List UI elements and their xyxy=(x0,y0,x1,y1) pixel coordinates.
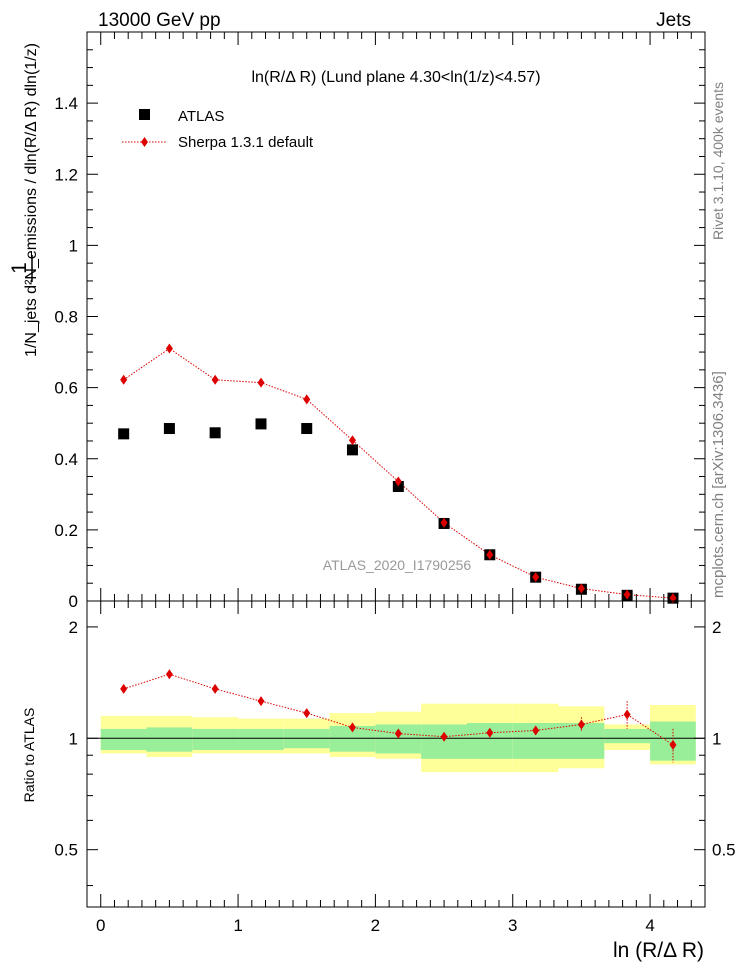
sherpa-point xyxy=(486,549,494,560)
sherpa-point xyxy=(394,476,402,487)
ratio-green-band xyxy=(192,728,239,750)
main-panel: 0 0.2 0.4 0.6 0.8 1 1.2 1.4 xyxy=(54,31,706,611)
analysis-label: ATLAS_2020_I1790256 xyxy=(323,557,472,573)
atlas-point xyxy=(346,444,358,456)
ratio-panel-bands xyxy=(87,703,705,773)
atlas-point xyxy=(118,428,130,440)
y-tick-label: 0.2 xyxy=(54,521,78,540)
ratio-panel: 0 1 2 3 4 0.5 0.5 1 1 2 2 xyxy=(54,600,736,935)
legend-atlas-marker xyxy=(139,109,150,120)
legend-atlas-label: ATLAS xyxy=(178,108,224,125)
x-tick-label: 4 xyxy=(645,916,654,935)
main-panel-data xyxy=(118,343,679,604)
ratio-green-band xyxy=(100,728,147,750)
x-tick-label: 0 xyxy=(96,916,105,935)
ratio-sherpa-point xyxy=(623,709,631,720)
ratio-sherpa-point xyxy=(532,725,540,736)
legend-sherpa-label: Sherpa 1.3.1 default xyxy=(178,134,314,151)
sherpa-point xyxy=(120,374,128,385)
y-tick-label: 1.2 xyxy=(54,165,78,184)
y-axis-title-text: 1/N_jets d²N_emissions / dln(R/Δ R) dln(… xyxy=(23,43,40,357)
y-tick-label: 0 xyxy=(69,592,78,611)
y-axis-title-numerator-one: 1 xyxy=(8,262,31,274)
ratio-y-tick-label-right: 2 xyxy=(712,618,721,637)
mcplots-label: mcplots.cern.ch [arXiv:1306.3436] xyxy=(710,371,727,598)
rivet-version-label: Rivet 3.1.10, 400k events xyxy=(710,82,726,240)
atlas-point xyxy=(255,418,267,430)
y-tick-label: 0.4 xyxy=(54,450,78,469)
ratio-sherpa-point xyxy=(120,683,128,694)
y-tick-label: 1.4 xyxy=(54,94,78,113)
x-tick-label: 3 xyxy=(508,916,517,935)
ratio-sherpa-point xyxy=(165,669,173,680)
y-tick-label: 0.6 xyxy=(54,379,78,398)
legend-sherpa-marker xyxy=(141,137,148,147)
atlas-point xyxy=(301,423,313,435)
x-tick-label: 1 xyxy=(233,916,242,935)
y-tick-label: 0.8 xyxy=(54,308,78,327)
ratio-y-tick-label-right: 1 xyxy=(712,729,721,748)
sherpa-point xyxy=(577,583,585,594)
ratio-sherpa-point xyxy=(394,728,402,739)
ratio-green-band xyxy=(604,728,651,744)
ratio-green-band xyxy=(238,728,284,750)
sherpa-point xyxy=(348,435,356,446)
atlas-point xyxy=(163,423,175,435)
y-axis-title: 1 1/N_jets d²N_emissions / dln(R/Δ R) dl… xyxy=(8,43,40,357)
ratio-y-axis-title: Ratio to ATLAS xyxy=(21,708,37,803)
ratio-panel-frame xyxy=(86,600,706,908)
x-axis-title: ln (R/Δ R) xyxy=(613,939,704,962)
sherpa-point xyxy=(532,572,540,583)
ratio-sherpa-point xyxy=(211,683,219,694)
ratio-sherpa-point xyxy=(669,739,677,750)
ratio-sherpa-point xyxy=(348,722,356,733)
ratio-green-band xyxy=(146,727,193,752)
header-right-label: Jets xyxy=(656,10,691,31)
ratio-sherpa-point xyxy=(257,696,265,707)
atlas-point xyxy=(209,427,221,439)
ratio-y-tick-label: 0.5 xyxy=(54,841,78,860)
ratio-y-tick-label: 1 xyxy=(69,729,78,748)
chart-title: ln(R/Δ R) (Lund plane 4.30<ln(1/z)<4.57) xyxy=(251,69,540,86)
sherpa-point xyxy=(211,374,219,385)
x-tick-label: 2 xyxy=(371,916,380,935)
ratio-sherpa-point xyxy=(303,708,311,719)
ratio-sherpa-point xyxy=(577,719,585,730)
ratio-sherpa-point xyxy=(486,727,494,738)
ratio-y-tick-label-right: 0.5 xyxy=(712,841,736,860)
sherpa-point xyxy=(440,517,448,528)
sherpa-point xyxy=(257,377,265,388)
sherpa-point xyxy=(623,589,631,600)
ratio-panel-data xyxy=(120,669,677,763)
legend: ATLAS Sherpa 1.3.1 default xyxy=(122,108,314,151)
sherpa-point xyxy=(303,394,311,405)
ratio-sherpa-point xyxy=(440,731,448,742)
ratio-y-tick-label: 2 xyxy=(69,618,78,637)
sherpa-point xyxy=(165,343,173,354)
header-left-label: 13000 GeV pp xyxy=(98,10,221,31)
y-tick-label: 1 xyxy=(69,236,78,255)
